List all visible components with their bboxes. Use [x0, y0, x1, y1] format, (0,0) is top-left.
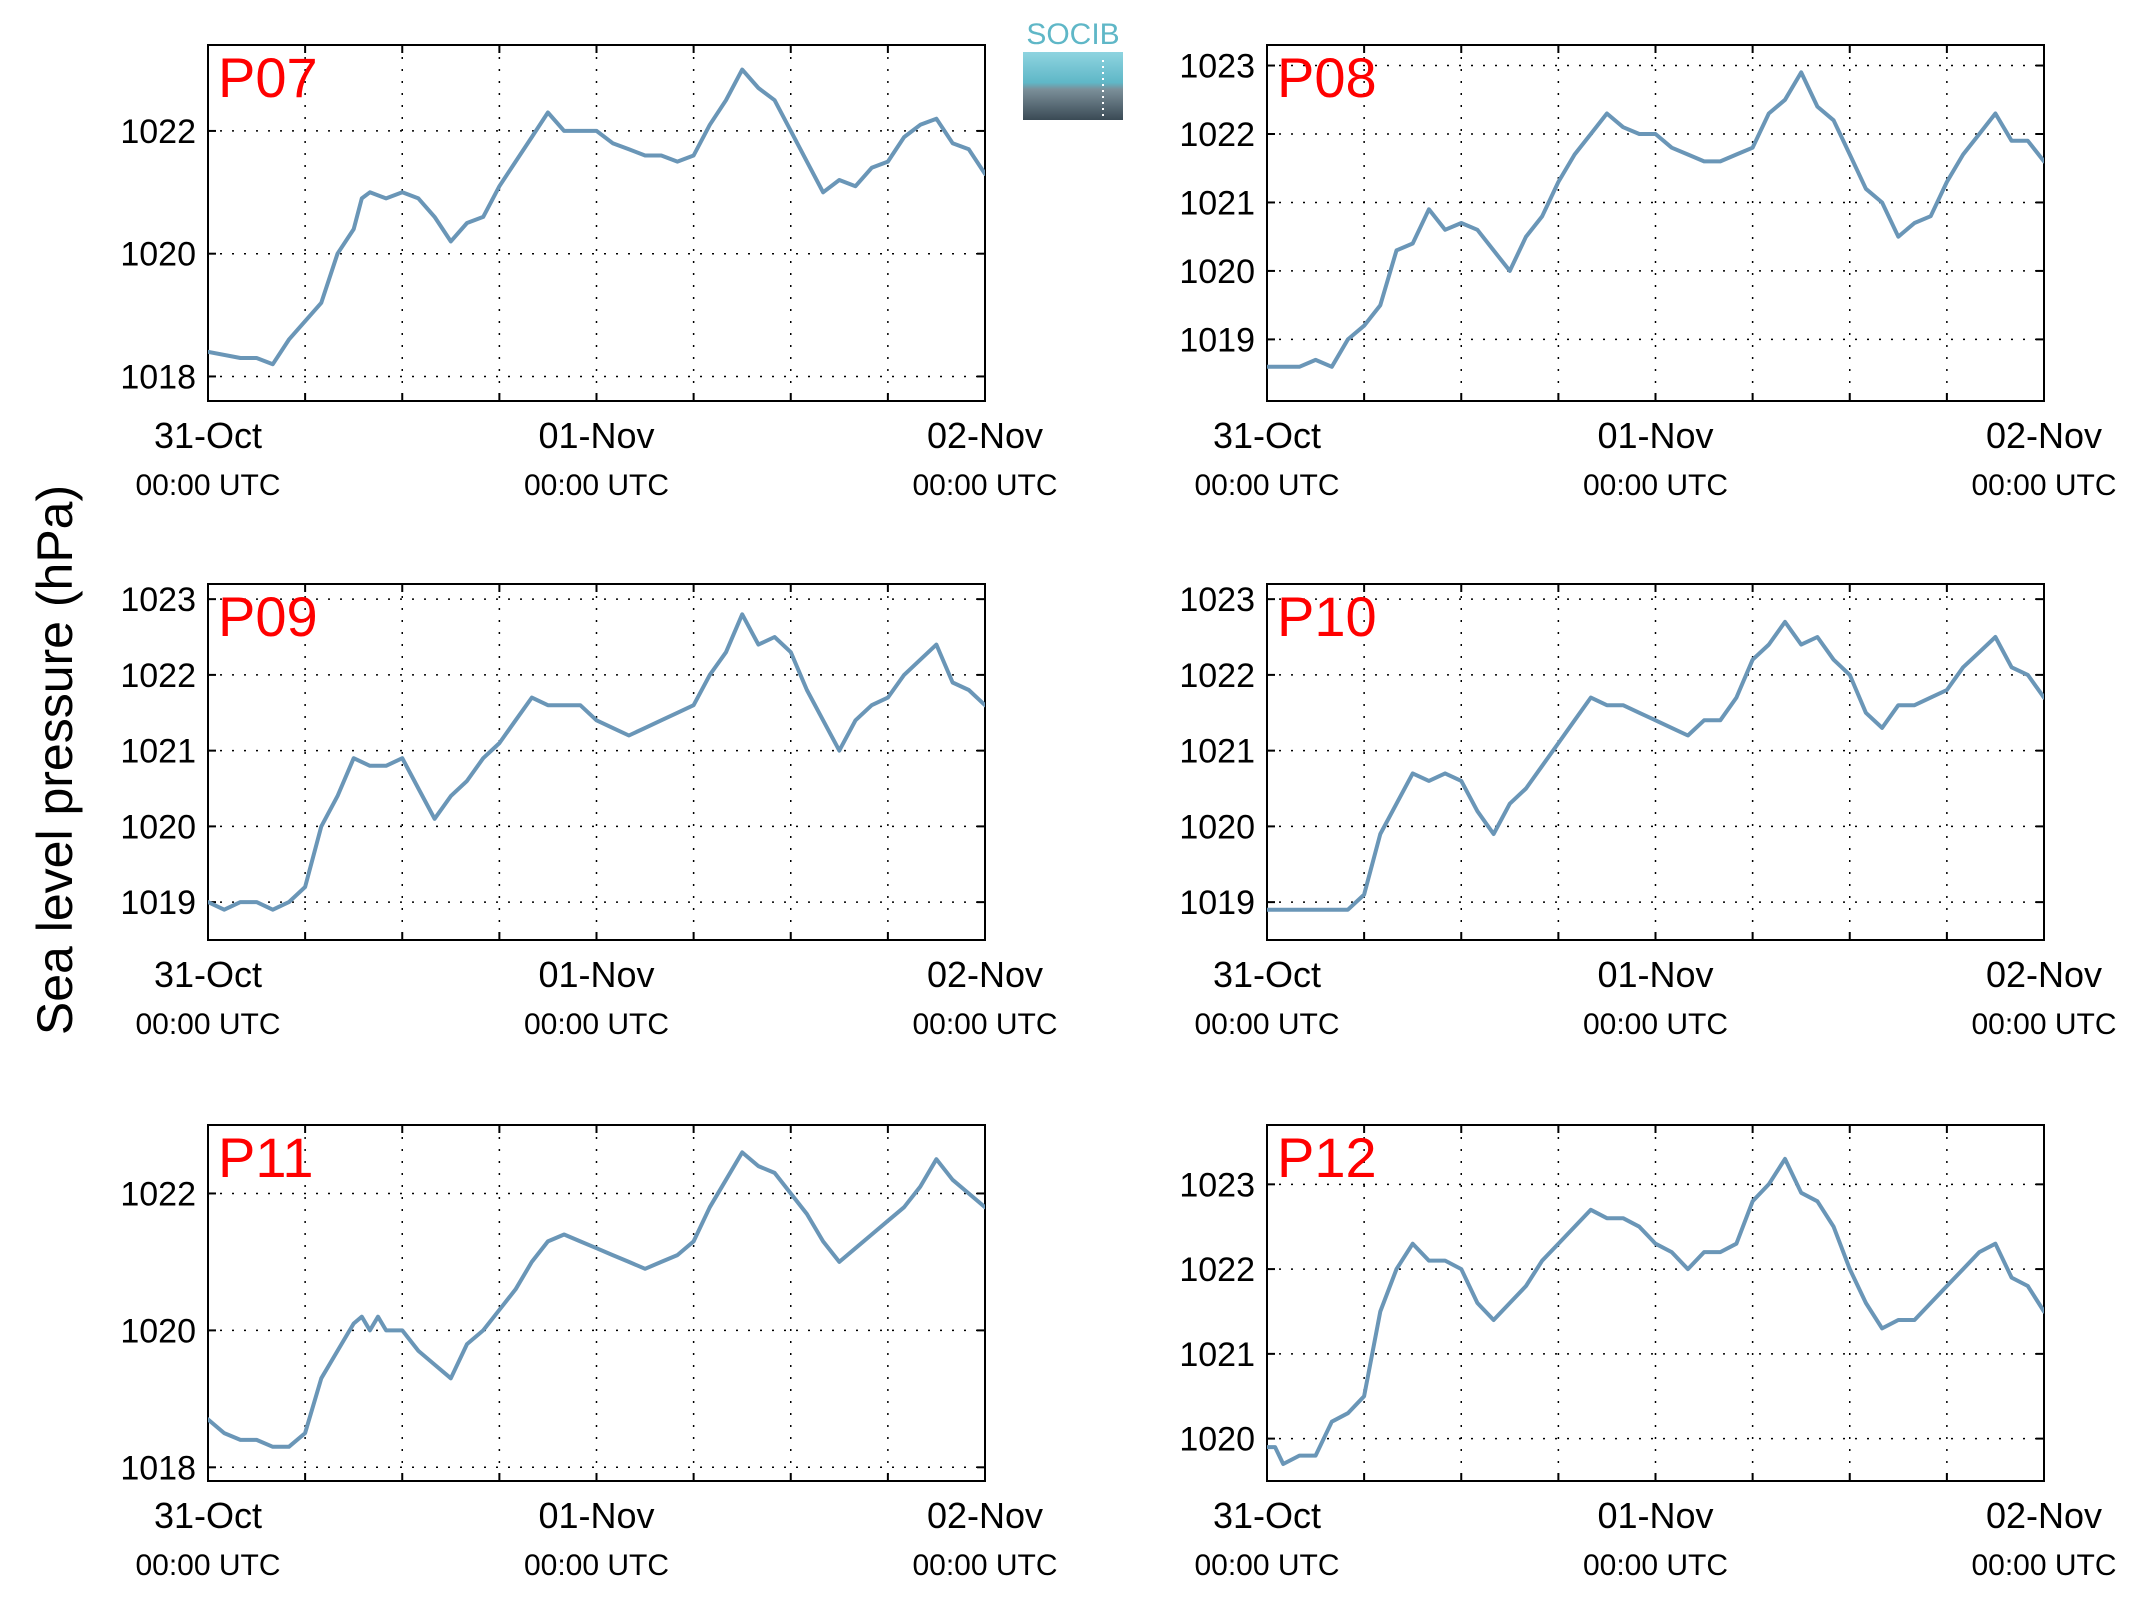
x-tick-label: 02-Nov: [1986, 1495, 2102, 1536]
x-tick-sublabel: 00:00 UTC: [1583, 469, 1728, 502]
x-tick-label: 01-Nov: [1597, 415, 1713, 456]
y-tick-label: 1023: [1179, 48, 1255, 86]
y-tick-label: 1022: [1179, 116, 1255, 154]
x-tick-sublabel: 00:00 UTC: [1583, 1008, 1728, 1041]
axes-frame: [207, 1124, 986, 1482]
panel-p07: 1018 1020 1022 31-Oct 00:00 UTC 01-Nov 00:00 U…: [120, 44, 1058, 502]
series-line: [208, 67, 985, 367]
axes-frame: [1266, 44, 2045, 402]
x-tick-label: 01-Nov: [538, 954, 654, 995]
x-tick-label: 31-Oct: [154, 1495, 262, 1536]
x-tick-label: 02-Nov: [927, 415, 1043, 456]
x-tick-sublabel: 00:00 UTC: [135, 469, 280, 502]
station-label: P08: [1277, 46, 1377, 109]
panel-p08: 1019 1020 1021 1022 1023 31-Oct 00:00 UTC 01-No…: [1179, 44, 2117, 502]
series-line: [208, 612, 985, 912]
y-axis-label: Sea level pressure (hPa): [27, 485, 83, 1035]
station-label: P12: [1277, 1126, 1377, 1189]
x-tick-label: 31-Oct: [154, 954, 262, 995]
y-tick-label: 1022: [1179, 1251, 1255, 1289]
x-tick-label: 01-Nov: [1597, 954, 1713, 995]
x-tick-sublabel: 00:00 UTC: [524, 469, 669, 502]
y-tick-label: 1020: [1179, 253, 1255, 291]
x-tick-sublabel: 00:00 UTC: [912, 1549, 1057, 1582]
y-tick-label: 1020: [1179, 808, 1255, 846]
x-tick-label: 31-Oct: [1213, 415, 1321, 456]
x-tick-label: 31-Oct: [1213, 954, 1321, 995]
station-label: P11: [218, 1126, 313, 1189]
axes-frame: [207, 44, 986, 402]
x-tick-sublabel: 00:00 UTC: [1194, 1008, 1339, 1041]
y-tick-label: 1023: [1179, 581, 1255, 619]
y-tick-label: 1021: [1179, 1336, 1255, 1374]
y-tick-label: 1020: [120, 808, 196, 846]
panel-p09: 1019 1020 1021 1022 1023 31-Oct 00:00 UTC 01-No…: [120, 581, 1057, 1041]
x-tick-label: 02-Nov: [1986, 954, 2102, 995]
y-tick-label: 1022: [120, 1175, 196, 1213]
logo-text: SOCIB: [1026, 18, 1119, 51]
x-tick-label: 01-Nov: [1597, 1495, 1713, 1536]
panel-p10: 1019 1020 1021 1022 1023 31-Oct 00:00 UTC 01-No…: [1179, 581, 2116, 1041]
x-tick-sublabel: 00:00 UTC: [1583, 1549, 1728, 1582]
x-tick-sublabel: 00:00 UTC: [1971, 1549, 2116, 1582]
y-tick-label: 1019: [1179, 321, 1255, 359]
axes-frame: [207, 583, 986, 941]
panel-p12: 1020 1021 1022 1023 31-Oct 00:00 UTC 01-Nov 00:…: [1179, 1124, 2117, 1582]
logo-block: [1023, 52, 1123, 120]
y-tick-label: 1023: [120, 581, 196, 619]
series-line: [208, 1150, 985, 1449]
panel-p11: 1018 1020 1022 31-Oct 00:00 UTC 01-Nov 00:00 U…: [120, 1124, 1058, 1582]
y-tick-label: 1020: [120, 1312, 196, 1350]
y-tick-label: 1023: [1179, 1166, 1255, 1204]
y-tick-label: 1018: [120, 358, 196, 396]
y-tick-label: 1020: [1179, 1421, 1255, 1459]
y-tick-label: 1022: [120, 113, 196, 151]
x-tick-label: 02-Nov: [927, 954, 1043, 995]
station-label: P07: [218, 46, 318, 109]
series-line: [1267, 1156, 2044, 1466]
y-tick-label: 1020: [120, 236, 196, 274]
station-label: P10: [1277, 585, 1377, 648]
x-tick-sublabel: 00:00 UTC: [1971, 1008, 2116, 1041]
y-tick-label: 1019: [120, 884, 196, 922]
x-tick-sublabel: 00:00 UTC: [1971, 469, 2116, 502]
x-tick-sublabel: 00:00 UTC: [1194, 1549, 1339, 1582]
x-tick-label: 02-Nov: [1986, 415, 2102, 456]
x-tick-sublabel: 00:00 UTC: [912, 1008, 1057, 1041]
x-tick-label: 31-Oct: [154, 415, 262, 456]
y-tick-label: 1018: [120, 1449, 196, 1487]
x-tick-label: 31-Oct: [1213, 1495, 1321, 1536]
x-tick-label: 02-Nov: [927, 1495, 1043, 1536]
y-tick-label: 1021: [1179, 184, 1255, 222]
y-tick-label: 1021: [120, 733, 196, 771]
station-label: P09: [218, 585, 318, 648]
socib-logo: SOCIB: [1023, 18, 1123, 120]
x-tick-sublabel: 00:00 UTC: [1194, 469, 1339, 502]
axes-frame: [1266, 583, 2045, 941]
x-tick-sublabel: 00:00 UTC: [912, 469, 1057, 502]
y-tick-label: 1021: [1179, 733, 1255, 771]
y-tick-label: 1022: [120, 657, 196, 695]
x-tick-label: 01-Nov: [538, 1495, 654, 1536]
series-line: [1267, 70, 2044, 369]
y-tick-label: 1022: [1179, 657, 1255, 695]
series-line: [1267, 619, 2044, 912]
x-tick-label: 01-Nov: [538, 415, 654, 456]
x-tick-sublabel: 00:00 UTC: [524, 1549, 669, 1582]
x-tick-sublabel: 00:00 UTC: [135, 1008, 280, 1041]
x-tick-sublabel: 00:00 UTC: [524, 1008, 669, 1041]
x-tick-sublabel: 00:00 UTC: [135, 1549, 280, 1582]
y-tick-label: 1019: [1179, 884, 1255, 922]
